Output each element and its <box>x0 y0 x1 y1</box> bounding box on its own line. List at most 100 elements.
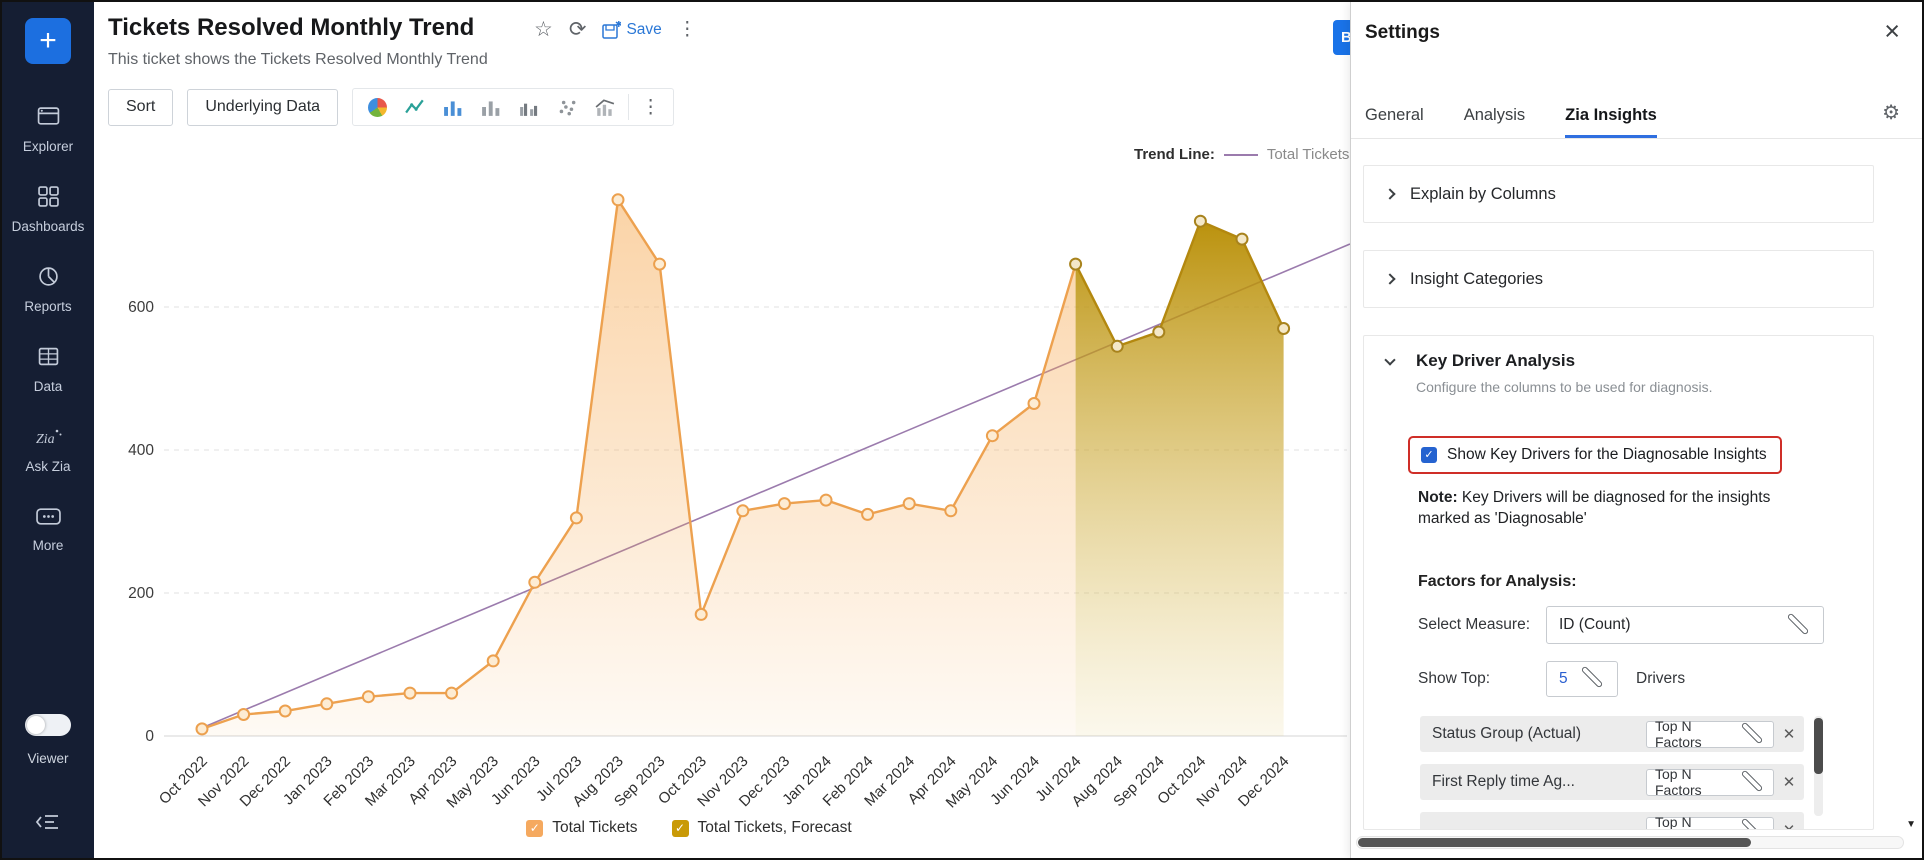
line-chart-icon[interactable] <box>396 91 434 123</box>
sidebar-item-explorer[interactable]: Explorer <box>2 90 94 170</box>
data-point[interactable] <box>195 722 209 736</box>
legend-checkbox[interactable]: ✓ <box>526 819 544 837</box>
remove-factor-icon[interactable]: ✕ <box>1774 821 1804 829</box>
data-point[interactable] <box>1069 257 1083 271</box>
add-button[interactable]: + <box>25 18 71 64</box>
data-point[interactable] <box>320 697 334 711</box>
data-point[interactable] <box>819 493 833 507</box>
save-button[interactable]: ✱ Save <box>602 21 662 39</box>
tab-general[interactable]: General <box>1365 105 1424 124</box>
chevron-down-icon[interactable] <box>1384 354 1396 366</box>
data-point[interactable] <box>1193 214 1207 228</box>
factor-list-scrollbar[interactable] <box>1814 716 1823 816</box>
bar-chart-gray-icon[interactable] <box>472 91 510 123</box>
close-icon[interactable]: × <box>1884 16 1900 46</box>
title-actions: ☆ ⟳ ✱ Save ⋮ <box>534 18 697 41</box>
gear-icon[interactable]: ⚙ <box>1882 102 1900 124</box>
chevron-down-icon <box>1786 612 1810 635</box>
sidebar-item-data[interactable]: Data <box>2 330 94 410</box>
data-point[interactable] <box>1277 322 1291 335</box>
data-point[interactable] <box>944 504 958 518</box>
factor-dropdown-label: Top N Factors <box>1655 718 1702 750</box>
tab-zia-insights[interactable]: Zia Insights <box>1565 92 1657 138</box>
sidebar-item-ask-zia[interactable]: Zia Ask Zia <box>2 410 94 490</box>
sidebar-item-reports[interactable]: Reports <box>2 250 94 330</box>
y-tick-label: 600 <box>128 299 154 316</box>
note-body: Key Drivers will be diagnosed for the in… <box>1418 489 1771 527</box>
underlying-data-button[interactable]: Underlying Data <box>187 88 339 126</box>
show-top-value: 5 <box>1559 669 1568 687</box>
y-tick-label: 400 <box>128 442 154 459</box>
data-point[interactable] <box>569 511 583 525</box>
factor-dropdown[interactable]: Top N Factors <box>1646 814 1774 829</box>
data-point[interactable] <box>736 504 750 518</box>
scatter-icon[interactable] <box>548 91 586 123</box>
bar-chart-icon[interactable] <box>434 91 472 123</box>
scroll-down-arrow-icon[interactable]: ▼ <box>1906 819 1916 830</box>
remove-factor-icon[interactable]: ✕ <box>1782 774 1796 791</box>
chevron-right-icon <box>1384 188 1396 200</box>
data-point[interactable] <box>985 429 999 443</box>
horizontal-scrollbar[interactable] <box>1356 836 1904 849</box>
sidebar-item-label: Ask Zia <box>25 458 71 474</box>
sidebar-item-label: Reports <box>24 299 72 314</box>
sort-button[interactable]: Sort <box>108 88 174 126</box>
data-point[interactable] <box>361 690 375 704</box>
legend-item[interactable]: ✓ Total Tickets <box>526 819 638 837</box>
data-point[interactable] <box>528 575 542 589</box>
data-point[interactable] <box>403 686 417 700</box>
sidebar-item-more[interactable]: More <box>2 490 94 570</box>
show-top-row: Show Top: 5 Drivers <box>1418 660 1843 697</box>
sidebar-item-label: More <box>32 538 64 553</box>
sidebar-nav: Explorer Dashboards Reports Data Zia Ask Zia M… <box>2 90 94 570</box>
data-point[interactable] <box>486 654 500 668</box>
tab-analysis[interactable]: Analysis <box>1463 105 1526 124</box>
chevron-right-icon <box>1384 273 1396 285</box>
refresh-icon[interactable]: ⟳ <box>568 18 587 41</box>
data-point[interactable] <box>694 607 708 621</box>
data-point[interactable] <box>237 708 251 721</box>
data-point[interactable] <box>902 497 916 511</box>
section-explain-by-columns[interactable]: Explain by Columns <box>1363 165 1874 223</box>
collapse-sidebar-icon[interactable] <box>35 812 61 832</box>
data-point[interactable] <box>278 704 292 718</box>
remove-factor-icon[interactable]: ✕ <box>1782 726 1796 743</box>
factor-dropdown[interactable]: Top N Factors <box>1646 718 1774 750</box>
measure-dropdown[interactable]: ID (Count) <box>1546 606 1824 644</box>
actual-line <box>201 196 1077 731</box>
chevron-down-icon <box>1740 769 1764 792</box>
sidebar: + Explorer Dashboards Reports Data Zia Ask Zi… <box>2 2 94 858</box>
favorite-star-icon[interactable]: ☆ <box>534 18 553 41</box>
chart-legend: ✓ Total Tickets ✓ Total Tickets, Forecast <box>209 819 1169 837</box>
factor-row: Top N Factors ✕ <box>1420 812 1804 829</box>
factor-dropdown[interactable]: Top N Factors <box>1646 766 1774 798</box>
data-point[interactable] <box>1152 325 1166 339</box>
data-point[interactable] <box>445 686 459 700</box>
chart-area: Trend Line: Total Tickets 0 200 400 600 Oct … <box>94 132 1922 858</box>
legend-item[interactable]: ✓ Total Tickets, Forecast <box>671 819 852 837</box>
factor-name: First Reply time Ag... <box>1432 773 1575 790</box>
chart-options-kebab-icon[interactable]: ⋮ <box>641 96 661 118</box>
show-key-drivers-checkbox[interactable]: ✓ <box>1421 447 1437 463</box>
data-point[interactable] <box>611 193 625 207</box>
scrollbar-thumb[interactable] <box>1358 838 1752 847</box>
pie-chart-icon[interactable] <box>358 91 396 123</box>
divider <box>628 94 630 120</box>
viewer-toggle[interactable] <box>25 714 71 736</box>
sidebar-item-dashboards[interactable]: Dashboards <box>2 170 94 250</box>
show-top-dropdown[interactable]: 5 <box>1546 660 1618 697</box>
combo-chart-icon[interactable] <box>586 91 624 123</box>
data-point[interactable] <box>653 257 667 271</box>
data-point[interactable] <box>1027 397 1041 410</box>
measure-value: ID (Count) <box>1559 616 1631 633</box>
data-point[interactable] <box>1235 232 1249 246</box>
legend-checkbox[interactable]: ✓ <box>671 819 689 837</box>
grouped-bar-icon[interactable] <box>510 91 548 123</box>
data-point[interactable] <box>777 497 791 511</box>
data-point[interactable] <box>1110 339 1124 353</box>
scrollbar-thumb[interactable] <box>1814 718 1823 774</box>
data-point[interactable] <box>861 507 875 521</box>
section-insight-categories[interactable]: Insight Categories <box>1363 250 1874 308</box>
more-options-icon[interactable]: ⋮ <box>677 19 697 40</box>
